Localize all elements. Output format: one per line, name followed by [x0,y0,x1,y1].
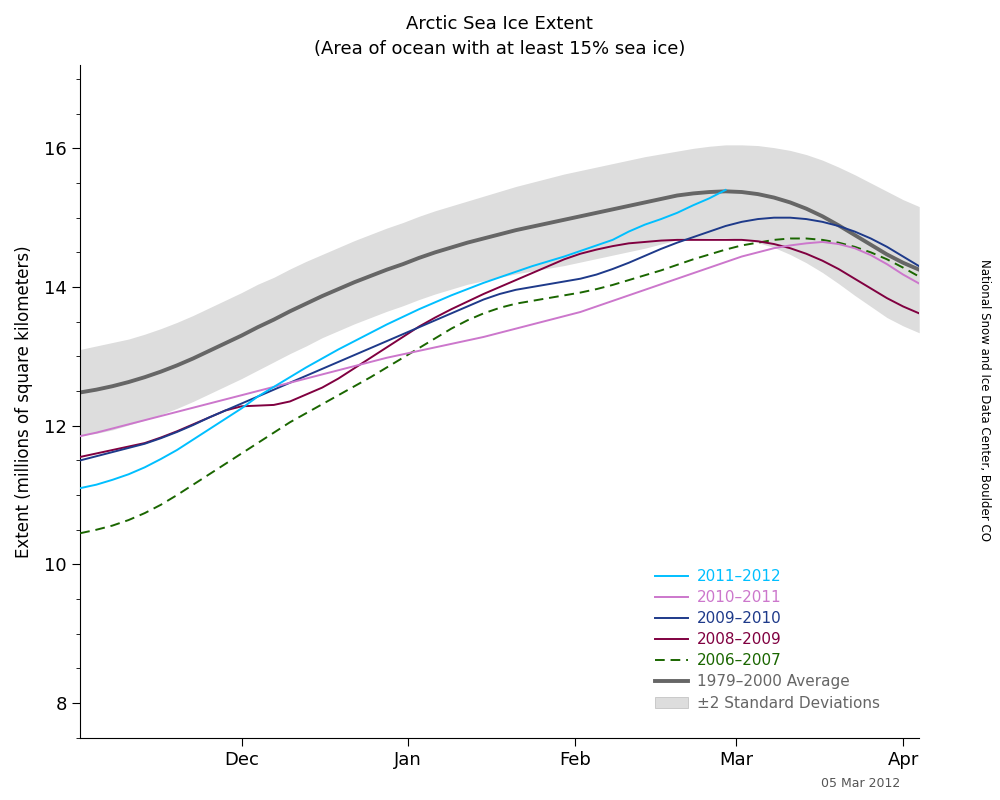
Text: 05 Mar 2012: 05 Mar 2012 [821,778,900,790]
Title: Arctic Sea Ice Extent
(Area of ocean with at least 15% sea ice): Arctic Sea Ice Extent (Area of ocean wit… [314,15,685,58]
Y-axis label: Extent (millions of square kilometers): Extent (millions of square kilometers) [15,245,33,558]
Legend: 2011–2012, 2010–2011, 2009–2010, 2008–2009, 2006–2007, 1979–2000 Average, ±2 Sta: 2011–2012, 2010–2011, 2009–2010, 2008–20… [648,563,886,717]
Text: National Snow and Ice Data Center, Boulder CO: National Snow and Ice Data Center, Bould… [978,259,992,541]
